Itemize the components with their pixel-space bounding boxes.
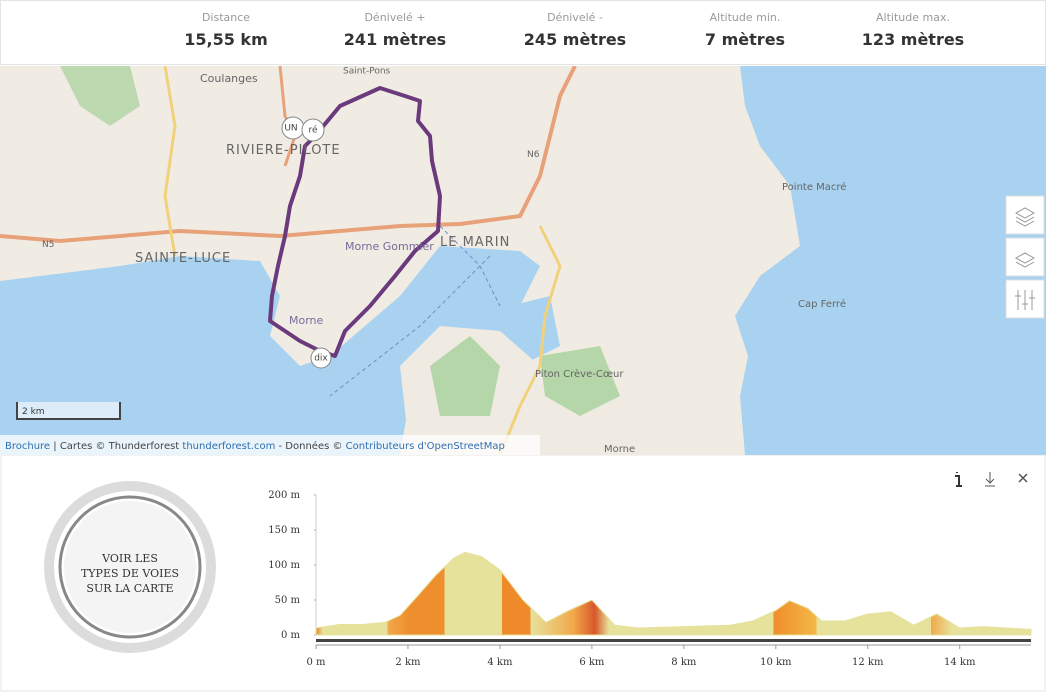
place-label: Pointe Macré	[782, 181, 846, 193]
stat-label: Distance	[201, 11, 251, 24]
stat: Dénivelé - 245 mètres	[490, 11, 660, 49]
marker-label: UN	[284, 124, 297, 134]
markers	[281, 116, 332, 369]
place-label: RIVIERE-PILOTE	[226, 143, 341, 158]
x-tick-label: 14 km	[944, 657, 976, 668]
stat: Altitude max. 123 mètres	[828, 11, 998, 49]
map-controls[interactable]	[1005, 195, 1045, 319]
place-label: SAINTE-LUCE	[135, 251, 231, 266]
stat-label: Dénivelé +	[364, 11, 426, 24]
link[interactable]: Brochure	[5, 441, 50, 452]
button-label: SUR LA CARTE	[86, 582, 173, 595]
place-label: Coulanges	[200, 72, 258, 85]
place-label: Saint-Pons	[343, 67, 391, 77]
road-label: N6	[527, 150, 540, 160]
stat-value: 7 mètres	[704, 30, 786, 49]
place-label: Morne	[604, 444, 635, 455]
road-types-button[interactable]: VOIR LES TYPES DE VOIES SUR LA CARTE	[44, 481, 216, 653]
stat-label: Dénivelé -	[547, 11, 603, 24]
elevation-chart: 0 m 50 m 100 m 150 m 200 m 0 m 2 km 4 km 6 km 8 k…	[268, 490, 1032, 668]
x-tick-label: 4 km	[487, 657, 513, 668]
button-label: TYPES DE VOIES	[81, 567, 179, 580]
place-label: Piton Crève-Cœur	[535, 368, 624, 380]
y-tick-label: 50 m	[275, 595, 301, 606]
attribution-text: - Données ©	[275, 440, 345, 452]
x-axis-bar	[316, 639, 1031, 642]
place-label: LE MARIN	[440, 235, 510, 250]
panel-controls[interactable]	[955, 472, 1028, 487]
marker-label: dix	[314, 354, 328, 364]
marker-label: ré	[308, 125, 318, 136]
stat: Distance 15,55 km	[141, 11, 311, 49]
stat-value: 245 mètres	[523, 30, 627, 49]
stat-value: 123 mètres	[861, 30, 965, 49]
x-tick-label: 0 m	[306, 657, 326, 668]
y-tick-label: 100 m	[268, 560, 300, 571]
y-tick-label: 150 m	[268, 525, 300, 536]
stats-bar: Distance 15,55 km Dénivelé +241 mètres Déni…	[0, 0, 1046, 65]
attribution: Brochure | Cartes © Thunderforest thunde…	[5, 440, 505, 452]
link[interactable]: thunderforest.com	[182, 441, 275, 452]
scale-bar: 2 km	[16, 402, 121, 420]
place-label: Morne Gommier	[345, 240, 434, 253]
map[interactable]: UN ré dix Coulanges RIVIERE-PILOTE SAINT…	[0, 66, 1046, 455]
elevation-area	[315, 551, 1032, 636]
attribution-text: | Cartes © Thunderforest	[50, 441, 182, 452]
scale-label: 2 km	[22, 407, 45, 417]
stat: Altitude min. 7 mètres	[660, 11, 830, 49]
stat-value: 241 mètres	[343, 30, 447, 49]
x-tick-label: 8 km	[671, 657, 697, 668]
x-tick-label: 2 km	[395, 657, 421, 668]
y-tick-label: 200 m	[268, 490, 300, 501]
road-label: N5	[42, 240, 54, 250]
x-tick-label: 6 km	[579, 657, 605, 668]
y-tick-label: 0 m	[281, 630, 301, 641]
stat-label: Altitude max.	[876, 11, 950, 24]
place-label: Morne	[289, 314, 324, 327]
button-label: VOIR LES	[101, 552, 158, 565]
x-tick-label: 12 km	[852, 657, 884, 668]
route	[268, 86, 442, 358]
stat-label: Altitude min.	[709, 11, 781, 24]
link[interactable]: Contributeurs d'OpenStreetMap	[346, 441, 505, 452]
x-tick-label: 10 km	[760, 657, 792, 668]
stat: Dénivelé + 241 mètres	[310, 11, 480, 49]
elevation-panel: VOIR LES TYPES DE VOIES SUR LA CARTE 0 m…	[0, 455, 1046, 692]
stat-value: 15,55 km	[184, 30, 268, 49]
place-label: Cap Ferré	[798, 298, 846, 310]
